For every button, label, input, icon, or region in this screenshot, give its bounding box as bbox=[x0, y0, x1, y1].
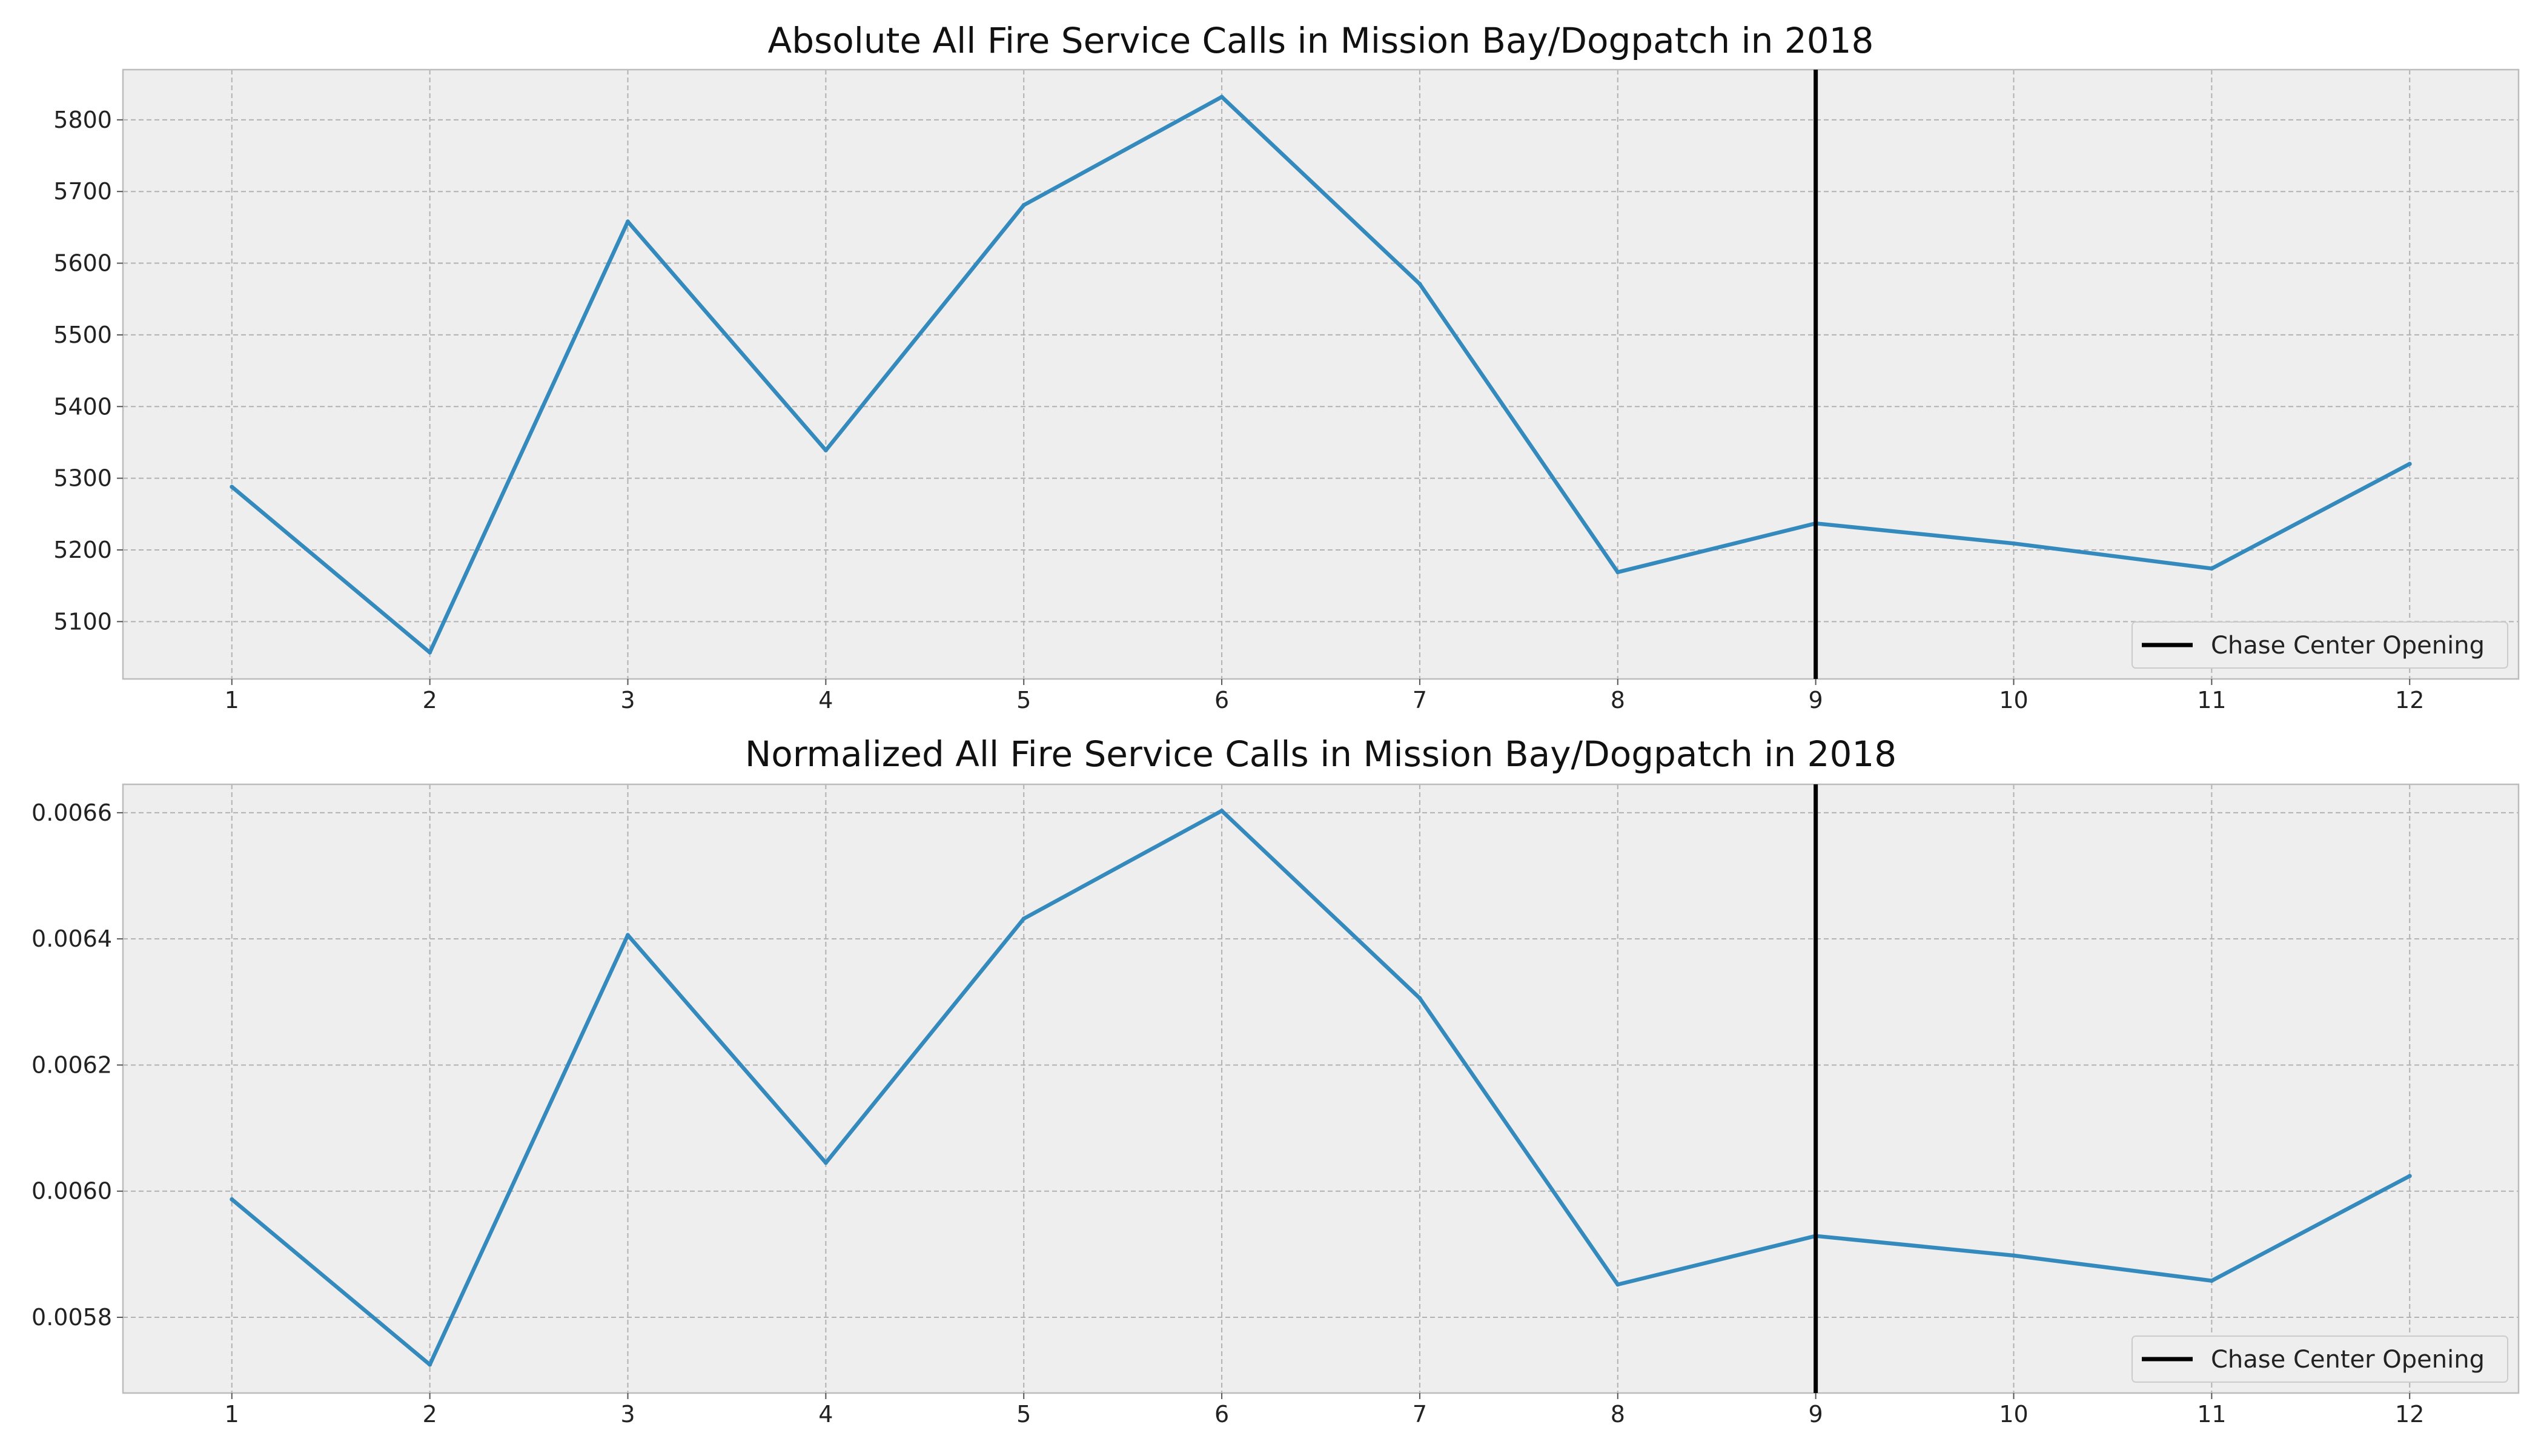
x-tick-label: 10 bbox=[1999, 687, 2028, 713]
x-tick-label: 11 bbox=[2197, 1401, 2226, 1428]
y-tick-label: 5700 bbox=[53, 178, 112, 205]
y-tick-label: 5300 bbox=[53, 465, 112, 492]
chart-panel-2: 1 2 3 4 5 6 7 8 9 10 11 120.00580.00600.00620.00640… bbox=[31, 733, 2520, 1428]
x-tick-label: 7 bbox=[1413, 1401, 1427, 1428]
x-tick-label: 5 bbox=[1016, 1401, 1031, 1428]
series-line bbox=[230, 94, 2412, 655]
plot-area bbox=[123, 70, 2519, 679]
x-tick-label: 11 bbox=[2197, 687, 2226, 713]
data-point bbox=[625, 219, 630, 224]
data-point bbox=[230, 1197, 234, 1202]
legend-label: Chase Center Opening bbox=[2211, 632, 2485, 660]
x-tick-label: 2 bbox=[423, 1401, 437, 1428]
y-tick-label: 5400 bbox=[53, 393, 112, 420]
y-tick-label: 5800 bbox=[53, 107, 112, 133]
y-tick-label: 0.0066 bbox=[31, 799, 112, 826]
legend: Chase Center Opening bbox=[2132, 1335, 2508, 1383]
y-tick-label: 0.0058 bbox=[31, 1304, 112, 1331]
plot-frame bbox=[122, 783, 2520, 1394]
legend-box bbox=[2132, 621, 2508, 669]
x-tick-label: 9 bbox=[1809, 687, 1823, 713]
data-point bbox=[2407, 1174, 2412, 1179]
data-point bbox=[823, 1160, 828, 1165]
data-point bbox=[1021, 203, 1026, 208]
data-point bbox=[625, 933, 630, 938]
x-tick-label: 8 bbox=[1611, 1401, 1625, 1428]
data-point bbox=[823, 448, 828, 452]
x-tick-label: 6 bbox=[1214, 1401, 1229, 1428]
x-tick-label: 1 bbox=[225, 687, 239, 713]
y-tick-label: 0.0062 bbox=[31, 1051, 112, 1078]
x-tick-label: 3 bbox=[620, 1401, 635, 1428]
chart-panel-1: 1 2 3 4 5 6 7 8 9 10 11 125100520053005400550056005… bbox=[53, 20, 2520, 713]
data-point bbox=[1615, 570, 1620, 575]
data-point bbox=[1021, 916, 1026, 921]
data-point bbox=[428, 650, 432, 655]
data-point bbox=[428, 1362, 432, 1367]
legend: Chase Center Opening bbox=[2132, 621, 2508, 669]
data-point bbox=[1417, 996, 1422, 1001]
data-point bbox=[1219, 809, 1224, 813]
plot-area bbox=[123, 784, 2519, 1393]
data-point bbox=[2012, 1253, 2016, 1258]
x-tick-label: 6 bbox=[1214, 687, 1229, 713]
chart-title: Normalized All Fire Service Calls in Mis… bbox=[745, 733, 1896, 775]
x-tick-label: 3 bbox=[620, 687, 635, 713]
x-tick-label: 1 bbox=[225, 1401, 239, 1428]
y-tick-label: 0.0064 bbox=[31, 925, 112, 952]
data-point bbox=[2209, 1279, 2214, 1283]
x-tick-label: 10 bbox=[1999, 1401, 2028, 1428]
x-tick-label: 4 bbox=[818, 687, 833, 713]
x-tick-label: 7 bbox=[1413, 687, 1427, 713]
data-point bbox=[1417, 282, 1422, 286]
data-point bbox=[1615, 1282, 1620, 1287]
data-point bbox=[230, 485, 234, 489]
x-tick-label: 5 bbox=[1016, 687, 1031, 713]
y-tick-label: 0.0060 bbox=[31, 1178, 112, 1205]
data-point bbox=[1219, 94, 1224, 99]
x-tick-label: 2 bbox=[423, 687, 437, 713]
legend-label: Chase Center Opening bbox=[2211, 1346, 2485, 1374]
y-tick-label: 5600 bbox=[53, 250, 112, 277]
data-point bbox=[2407, 462, 2412, 466]
legend-box bbox=[2132, 1335, 2508, 1383]
x-tick-label: 9 bbox=[1809, 1401, 1823, 1428]
series-line bbox=[230, 809, 2412, 1367]
x-tick-label: 4 bbox=[818, 1401, 833, 1428]
x-tick-label: 12 bbox=[2395, 1401, 2424, 1428]
y-tick-label: 5200 bbox=[53, 537, 112, 563]
y-tick-label: 5500 bbox=[53, 322, 112, 348]
chart-title: Absolute All Fire Service Calls in Missi… bbox=[768, 20, 1874, 61]
plot-frame bbox=[122, 68, 2520, 680]
x-tick-label: 12 bbox=[2395, 687, 2424, 713]
y-tick-label: 5100 bbox=[53, 608, 112, 635]
data-point bbox=[2012, 541, 2016, 546]
data-point bbox=[2209, 566, 2214, 571]
x-tick-label: 8 bbox=[1611, 687, 1625, 713]
